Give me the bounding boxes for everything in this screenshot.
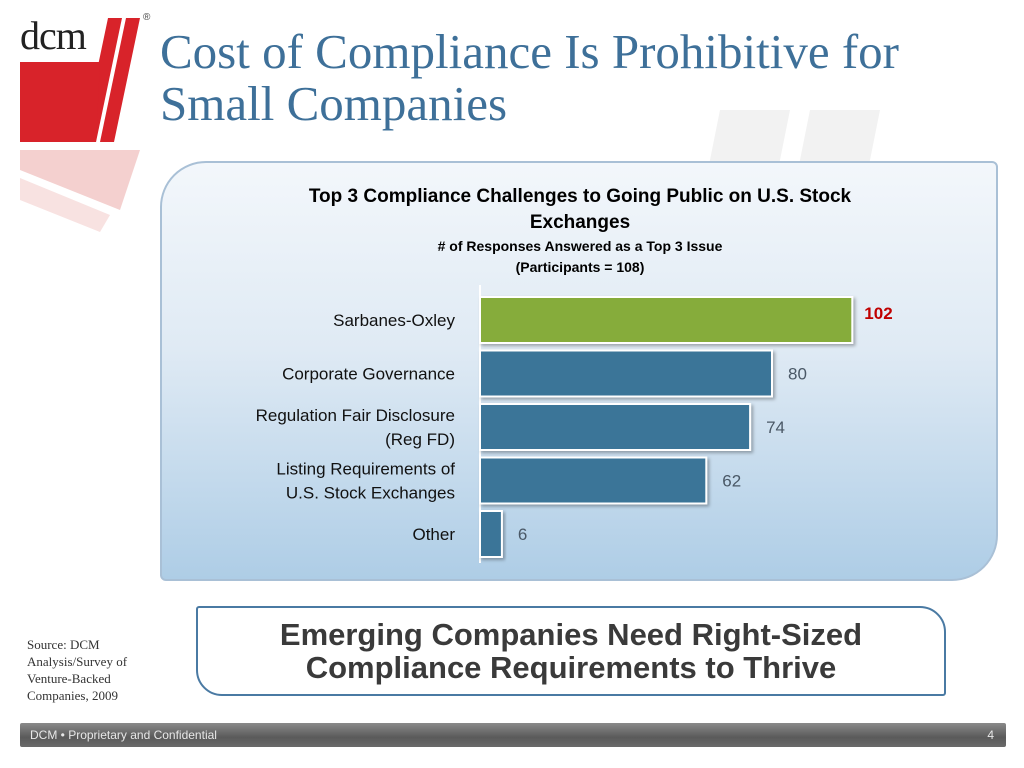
logo-wedge-light-1 (20, 150, 140, 210)
bar-1 (479, 349, 773, 398)
page-title: Cost of Compliance Is Prohibitive for Sm… (160, 24, 899, 131)
footer-text: DCM • Proprietary and Confidential (30, 728, 217, 742)
category-label-3-1: U.S. Stock Exchanges (286, 484, 455, 503)
category-label-3-0: Listing Requirements of (276, 460, 455, 479)
value-label-0: 102 (864, 304, 892, 323)
source-note: Source: DCM Analysis/Survey of Venture-B… (27, 637, 128, 703)
footer-bar: DCM • Proprietary and Confidential 4 (20, 723, 1006, 747)
chart-subtitle: # of Responses Answered as a Top 3 Issue… (300, 236, 860, 278)
logo: dcm (20, 13, 87, 58)
chart-subtitle-line-2: (Participants = 108) (515, 259, 645, 275)
category-label-2-0: Regulation Fair Disclosure (256, 406, 455, 425)
chart-title: Top 3 Compliance Challenges to Going Pub… (308, 186, 852, 233)
callout-text: Emerging Companies Need Right-Sized Comp… (279, 617, 863, 685)
value-label-3: 62 (722, 472, 741, 491)
chart-subtitle-line-1: # of Responses Answered as a Top 3 Issue (437, 238, 723, 254)
category-label-4-0: Other (412, 525, 455, 544)
callout-box: Emerging Companies Need Right-Sized Comp… (196, 606, 946, 696)
value-label-2: 74 (766, 418, 785, 437)
logo-wedge-light-2 (20, 178, 110, 232)
bar-3 (479, 456, 708, 505)
bar-0 (479, 296, 854, 344)
value-label-1: 80 (788, 365, 807, 384)
value-label-4: 6 (518, 525, 527, 544)
bar-2 (479, 403, 752, 451)
registered-mark: ® (143, 12, 151, 23)
bar-chart: 102 Sarbanes-Oxley 80 Corporate Governance 7… (256, 285, 893, 563)
category-label-2-1: (Reg FD) (385, 430, 455, 449)
logo-wedge-red (20, 62, 100, 142)
page-number: 4 (987, 728, 994, 742)
bar-4 (479, 510, 503, 558)
logo-slash-right (100, 18, 140, 142)
category-label-1-0: Corporate Governance (282, 365, 455, 384)
category-label-0-0: Sarbanes-Oxley (333, 311, 455, 330)
